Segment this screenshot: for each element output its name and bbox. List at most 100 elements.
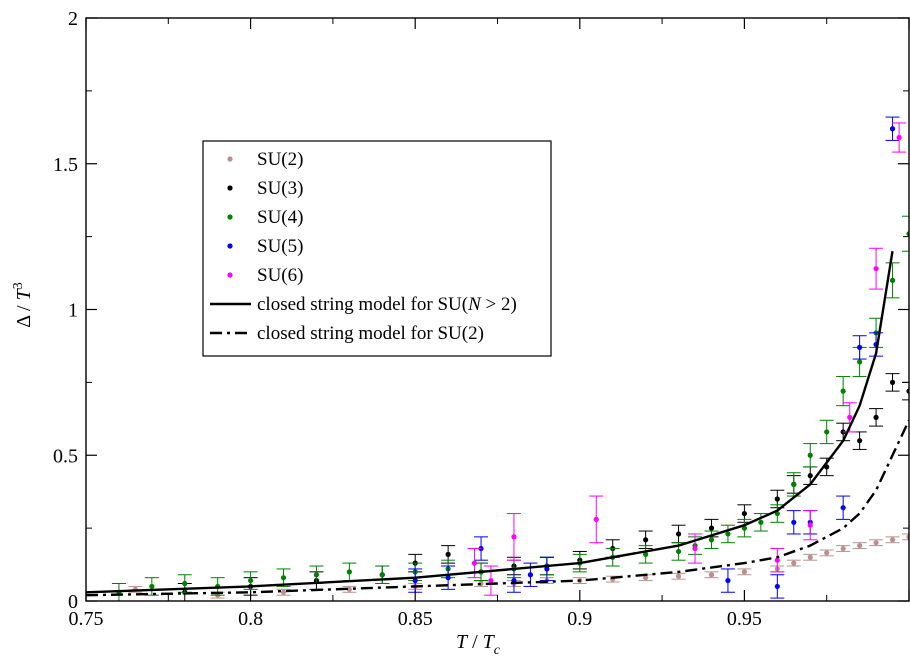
data-point <box>857 344 863 350</box>
data-point <box>182 580 188 587</box>
series-6 <box>86 419 909 597</box>
legend-box <box>202 140 552 357</box>
data-point <box>488 577 494 584</box>
y-tick-label: 0.5 <box>53 445 78 467</box>
data-point <box>149 583 155 590</box>
data-point <box>471 560 478 566</box>
data-point <box>807 554 813 560</box>
y-axis-label: Δ / T3 <box>11 282 35 327</box>
data-point <box>675 573 682 579</box>
data-point <box>725 577 731 584</box>
data-point <box>807 522 813 528</box>
data-point <box>774 496 780 502</box>
legend-label: SU(3) <box>257 178 303 199</box>
data-point <box>741 569 748 575</box>
data-point <box>445 551 451 557</box>
data-point <box>807 452 813 458</box>
data-point <box>692 545 698 552</box>
model-curve <box>86 419 909 597</box>
data-point <box>643 575 649 581</box>
data-point <box>896 134 902 141</box>
legend-marker <box>227 214 233 220</box>
legend-label: SU(5) <box>257 236 303 257</box>
x-tick-label: 0.9 <box>567 608 592 630</box>
data-point <box>840 388 846 394</box>
data-point <box>379 572 385 578</box>
legend-label: SU(2) <box>257 149 303 170</box>
legend-label: closed string model for SU(2) <box>257 323 484 344</box>
legend-item: SU(4) <box>227 207 303 228</box>
model-curve <box>86 251 894 594</box>
legend-marker <box>227 272 233 278</box>
legend-item: SU(3) <box>227 178 303 199</box>
y-tick-label: 2 <box>68 8 78 30</box>
x-axis-label: T / Tc <box>456 631 501 657</box>
legend-item: SU(5) <box>227 236 303 257</box>
data-point <box>675 548 682 555</box>
legend-item: closed string model for SU(2) <box>210 323 484 344</box>
series-5 <box>86 251 894 594</box>
legend-label: SU(6) <box>257 265 303 286</box>
data-point <box>889 126 896 132</box>
data-point <box>889 277 896 283</box>
x-tick-label: 0.95 <box>727 608 762 630</box>
data-point <box>527 572 534 578</box>
y-tick-label: 1 <box>68 300 78 322</box>
error-bar <box>902 533 909 541</box>
data-point <box>708 572 715 578</box>
data-point <box>791 519 797 525</box>
data-point <box>511 534 517 540</box>
x-axis: 0.75 0.8 0.85 0.9 0.95 <box>69 18 910 630</box>
data-point <box>774 557 780 563</box>
data-point <box>280 589 287 595</box>
legend-marker <box>227 243 233 249</box>
legend-item: SU(6) <box>227 265 303 286</box>
data-point <box>248 577 254 584</box>
data-point <box>544 566 550 572</box>
data-point <box>791 481 797 487</box>
data-point <box>412 577 418 584</box>
legend-marker <box>227 156 233 162</box>
data-point <box>807 473 813 479</box>
data-point <box>708 537 715 543</box>
x-tick-label: 0.8 <box>238 608 263 630</box>
legend: SU(2) SU(3) SU(4) SU(5) SU(6) closed string m… <box>202 140 552 357</box>
data-point <box>346 586 352 592</box>
data-point <box>840 505 846 511</box>
y-axis: 0 0.5 1 1.5 2 <box>53 8 909 613</box>
data-point <box>725 531 731 537</box>
legend-item: closed string model for SU(N > 2) <box>210 294 517 315</box>
data-point <box>873 414 879 420</box>
data-point <box>857 543 863 549</box>
data-point <box>708 525 715 531</box>
data-point <box>313 572 320 578</box>
data-point <box>741 510 748 517</box>
x-tick-label: 0.75 <box>69 608 104 630</box>
y-tick-label: 1.5 <box>53 154 78 176</box>
plot-area <box>86 116 909 601</box>
data-point <box>889 537 896 543</box>
data-point <box>675 531 682 537</box>
data-point <box>643 551 649 557</box>
y-tick-label: 0 <box>68 591 78 613</box>
data-point <box>643 537 649 543</box>
x-tick-label: 0.85 <box>398 608 433 630</box>
data-point <box>791 560 797 566</box>
data-point <box>873 540 879 546</box>
data-point <box>445 575 451 581</box>
data-point <box>758 519 764 525</box>
data-point <box>847 414 853 420</box>
data-point <box>857 359 863 365</box>
error-bar <box>902 215 909 252</box>
data-point <box>889 379 896 385</box>
data-point <box>774 583 780 590</box>
legend-label: closed string model for SU(N > 2) <box>257 294 517 315</box>
data-point <box>824 550 830 556</box>
data-point <box>593 516 599 522</box>
data-point <box>857 438 863 444</box>
legend-item: SU(2) <box>227 149 303 170</box>
data-point <box>280 575 287 581</box>
data-point <box>840 545 846 552</box>
series-4 <box>467 122 907 596</box>
